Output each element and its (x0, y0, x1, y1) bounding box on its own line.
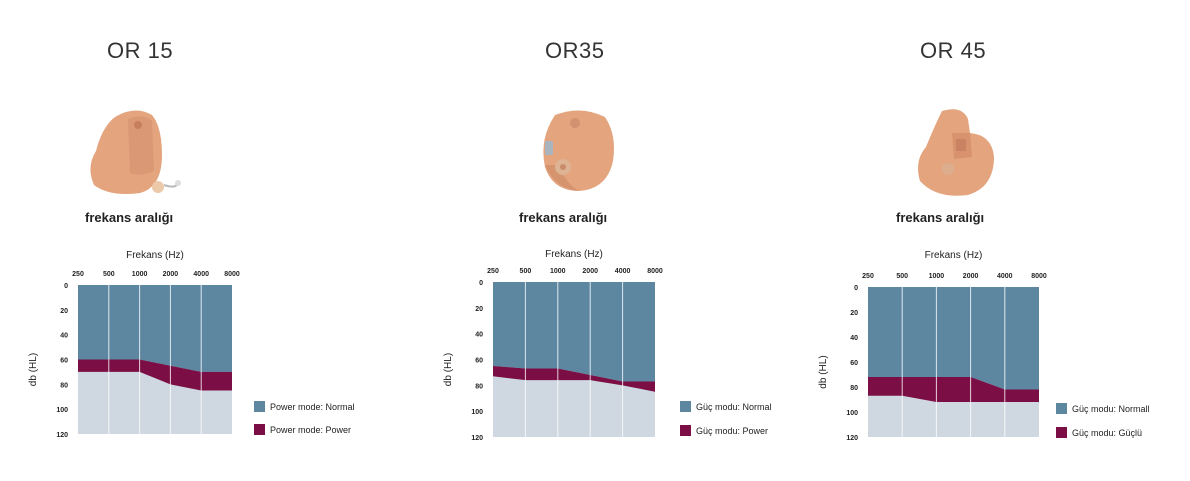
frequency-range-label: frekans aralığı (896, 210, 985, 225)
legend-label-power: Güç modu: Güçlü (1072, 427, 1143, 438)
legend-swatch-normal (254, 401, 265, 412)
y-tick-label: 40 (60, 333, 68, 340)
legend-swatch-power (1056, 427, 1067, 438)
hearing-aid-image (543, 110, 614, 191)
x-tick-label: 500 (103, 271, 115, 278)
x-tick-label: 500 (520, 268, 532, 275)
area-power (78, 359, 232, 391)
y-tick-label: 20 (60, 308, 68, 315)
audiogram-chart: 250 500 1000 2000 4000 8000 0 20 40 60 80 100 120 Fre… (28, 250, 240, 439)
x-tick-label: 2000 (582, 268, 598, 275)
area-normal (493, 282, 655, 382)
y-tick-label: 20 (475, 306, 483, 313)
legend-label-power: Güç modu: Power (696, 425, 769, 436)
x-axis-label: Frekans (Hz) (925, 250, 983, 261)
y-tick-label: 100 (846, 410, 858, 417)
y-tick-label: 60 (475, 358, 483, 365)
x-axis-label: Frekans (Hz) (545, 249, 603, 260)
x-tick-label: 1000 (550, 268, 566, 275)
model-title: OR 45 (920, 38, 987, 63)
y-tick-label: 80 (475, 383, 483, 390)
x-tick-label: 1000 (132, 271, 148, 278)
legend-label-normal: Power mode: Normal (270, 401, 355, 412)
y-tick-label: 120 (56, 432, 68, 439)
legend-label-normal: Güç modu: Normall (1072, 403, 1150, 414)
frequency-range-label: frekans aralığı (85, 210, 174, 225)
y-tick-label: 100 (56, 407, 68, 414)
legend-item-power: Power mode: Power (254, 424, 351, 435)
legend-item-normal: Güç modu: Normall (1056, 403, 1150, 414)
x-tick-label: 2000 (163, 271, 179, 278)
x-tick-label: 250 (72, 271, 84, 278)
hearing-aid-image (918, 109, 994, 196)
legend-label-normal: Güç modu: Normal (696, 401, 772, 412)
audiogram-chart: 250 500 1000 2000 4000 8000 0 20 40 60 80 100 120 Fre… (818, 250, 1047, 442)
hearing-aid-image (90, 110, 181, 194)
y-tick-label: 40 (850, 335, 858, 342)
legend-swatch-normal (1056, 403, 1067, 414)
y-tick-label: 0 (854, 285, 858, 292)
y-tick-label: 100 (471, 409, 483, 416)
y-tick-label: 80 (60, 382, 68, 389)
x-tick-label: 8000 (1031, 273, 1047, 280)
legend-item-power: Güç modu: Power (680, 425, 768, 436)
legend-item-normal: Güç modu: Normal (680, 401, 772, 412)
y-tick-label: 20 (850, 310, 858, 317)
legend-swatch-power (254, 424, 265, 435)
panel-or15: OR 15 frekans aralığı 250 500 1000 2000 4000… (0, 0, 397, 481)
x-tick-label: 250 (487, 268, 499, 275)
area-normal (78, 285, 232, 372)
y-tick-label: 60 (850, 360, 858, 367)
legend-item-normal: Power mode: Normal (254, 401, 355, 412)
legend-item-power: Güç modu: Güçlü (1056, 427, 1142, 438)
panel-or45: OR 45 frekans aralığı 250 500 1000 2000 4000… (794, 0, 1190, 481)
y-tick-label: 0 (479, 280, 483, 287)
area-normal (868, 287, 1039, 390)
legend-swatch-power (680, 425, 691, 436)
x-tick-label: 8000 (647, 268, 663, 275)
y-tick-label: 40 (475, 332, 483, 339)
area-power (493, 365, 655, 392)
x-tick-label: 250 (862, 273, 874, 280)
x-tick-label: 4000 (997, 273, 1013, 280)
x-tick-label: 4000 (615, 268, 631, 275)
x-axis-label: Frekans (Hz) (126, 250, 184, 261)
legend-swatch-normal (680, 401, 691, 412)
y-axis-label: db (HL) (443, 353, 454, 386)
audiogram-chart: 250 500 1000 2000 4000 8000 0 20 40 60 80 100 120 Fre… (443, 249, 663, 442)
x-tick-label: 1000 (929, 273, 945, 280)
y-axis-label: db (HL) (28, 353, 39, 386)
y-tick-label: 80 (850, 385, 858, 392)
y-tick-label: 120 (846, 435, 858, 442)
panel-or35: OR35 frekans aralığı 250 500 1000 2000 4000 8… (397, 0, 794, 481)
x-tick-label: 500 (896, 273, 908, 280)
y-tick-label: 120 (471, 435, 483, 442)
y-tick-label: 0 (64, 283, 68, 290)
model-title: OR 15 (107, 38, 174, 63)
legend-label-power: Power mode: Power (270, 424, 352, 435)
model-title: OR35 (545, 38, 605, 63)
y-tick-label: 60 (60, 358, 68, 365)
area-power (868, 377, 1039, 402)
x-tick-label: 4000 (193, 271, 209, 278)
x-tick-label: 2000 (963, 273, 979, 280)
x-tick-label: 8000 (224, 271, 240, 278)
y-axis-label: db (HL) (818, 355, 829, 388)
frequency-range-label: frekans aralığı (519, 210, 608, 225)
